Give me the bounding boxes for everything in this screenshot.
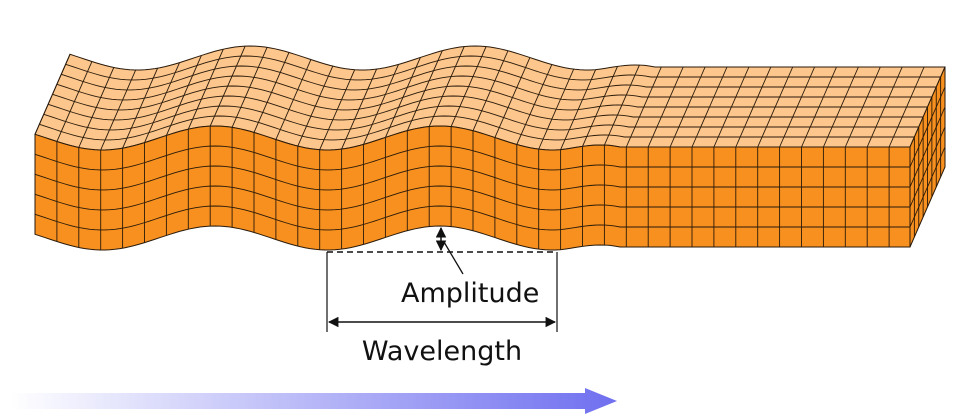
top-grid-line [691,66,728,148]
top-grid-line [472,50,509,131]
top-grid-line [165,55,202,136]
top-grid-line [801,66,837,148]
top-grid-line [888,66,925,148]
top-grid-line [560,69,597,150]
top-grid-line [187,49,224,130]
top-grid-line [52,85,928,111]
top-grid-line [56,61,93,142]
wavelength-label: Wavelength [362,336,522,367]
top-grid-line [516,64,553,145]
amplitude-label: Amplitude [401,278,539,309]
top-grid-line [47,95,924,121]
front-grid-line [34,165,910,191]
top-grid-line [34,54,71,135]
top-grid-line [866,66,903,148]
top-grid-line [61,65,937,91]
top-grid-line [341,68,378,150]
top-grid-line [713,66,750,148]
top-grid-line [56,75,932,101]
front-grid-line [34,145,910,171]
top-grid-line [450,46,487,127]
top-grid-line [603,64,640,146]
top-grid-line [363,64,399,145]
top-grid-line [779,66,816,148]
wave-block [34,45,946,251]
top-grid-line [735,66,772,148]
top-grid-line [582,66,618,147]
top-grid-line [78,67,115,148]
top-grid-line [844,66,881,148]
top-grid-line [406,50,443,131]
top-grid-line [647,66,684,148]
top-grid-line [669,66,706,148]
amplitude-leader [443,241,464,275]
top-grid-line [428,46,465,127]
top-grid-line [538,68,575,150]
top-grid-line [65,55,941,81]
top-grid-line [122,67,159,149]
front-grid-line [34,185,910,211]
top-grid-line [494,57,531,138]
top-grid-line [275,59,312,140]
top-grid-line [297,65,334,147]
top-grid-line [625,66,662,148]
top-grid-line [253,52,290,133]
top-grid-line [144,62,180,143]
top-grid-line [209,45,246,127]
propagation-arrow [10,388,617,414]
top-grid-line [822,66,859,148]
top-grid-line [43,105,919,131]
top-grid-line [231,47,268,128]
top-grid-line [39,115,915,141]
top-grid-line [384,57,421,138]
top-grid-line [757,66,794,148]
top-grid-line [100,69,137,151]
top-grid-line [319,69,356,150]
front-grid-line [34,205,910,231]
